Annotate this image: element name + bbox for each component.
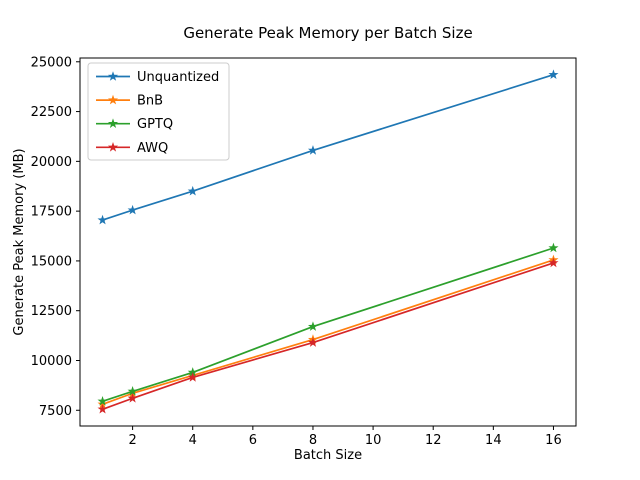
x-tick-label: 4 xyxy=(189,433,197,448)
data-point-marker-unquantized xyxy=(187,185,198,196)
y-tick-label: 7500 xyxy=(39,404,72,419)
y-tick-label: 17500 xyxy=(31,205,72,220)
y-tick-label: 22500 xyxy=(31,105,72,120)
y-axis-label: Generate Peak Memory (MB) xyxy=(12,148,27,336)
x-tick-label: 12 xyxy=(425,433,442,448)
data-point-marker-unquantized xyxy=(127,204,138,215)
data-point-marker-awq xyxy=(307,337,319,347)
x-axis-label: Batch Size xyxy=(293,448,363,463)
axes-frame xyxy=(79,57,577,427)
x-tick-label: 14 xyxy=(485,433,502,448)
legend-marker-star-icon xyxy=(107,94,119,105)
y-tick-label: 25000 xyxy=(31,55,72,70)
data-point-marker-unquantized xyxy=(307,145,319,155)
x-tick-label: 8 xyxy=(309,433,317,448)
legend-marker-star-icon xyxy=(107,142,119,152)
y-tick-label: 10000 xyxy=(31,354,72,369)
data-point-marker-unquantized xyxy=(548,69,559,80)
legend-label-gptq: GPTQ xyxy=(137,117,173,132)
data-point-marker-bnb xyxy=(97,398,108,409)
y-tick-label: 20000 xyxy=(31,155,72,170)
legend-label-bnb: BnB xyxy=(137,94,163,109)
y-tick-label: 12500 xyxy=(31,304,72,319)
x-tick-label: 2 xyxy=(128,433,136,448)
data-point-marker-awq xyxy=(127,393,138,403)
x-tick-label: 10 xyxy=(365,433,382,448)
series-line-awq xyxy=(101,262,555,411)
data-point-marker-gptq xyxy=(307,321,319,331)
data-point-marker-awq xyxy=(187,372,198,382)
data-point-marker-gptq xyxy=(97,396,108,406)
legend-label-unquantized: Unquantized xyxy=(137,70,219,85)
data-point-marker-gptq xyxy=(548,242,559,253)
data-point-marker-awq xyxy=(97,403,108,414)
data-point-marker-gptq xyxy=(127,386,138,396)
series-line-bnb xyxy=(101,259,555,406)
series-line-gptq xyxy=(101,247,555,403)
legend-label-awq: AWQ xyxy=(137,141,168,156)
y-tick-label: 15000 xyxy=(31,254,72,269)
legend-marker-star-icon xyxy=(107,71,119,81)
data-point-marker-awq xyxy=(548,257,559,268)
x-tick-label: 6 xyxy=(249,433,257,448)
chart-title: Generate Peak Memory per Batch Size xyxy=(183,24,473,42)
legend-box xyxy=(87,62,230,161)
data-point-marker-gptq xyxy=(187,367,198,377)
legend-marker-star-icon xyxy=(107,118,119,128)
data-point-marker-unquantized xyxy=(97,214,108,225)
x-tick-label: 16 xyxy=(545,433,562,448)
